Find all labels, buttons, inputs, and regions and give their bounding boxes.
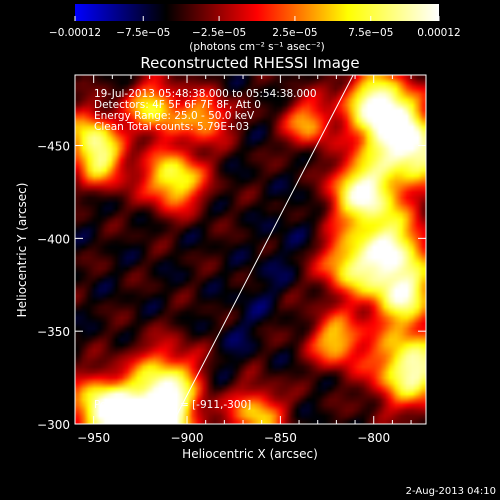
annotation-energy: Energy Range: 25.0 - 50.0 keV [94,110,255,122]
colorbar-unit-label: (photons cm⁻² s⁻¹ asec⁻²) [189,41,324,53]
x-tick-label: −900 [171,431,204,445]
colorbar-tick-label: 0.00012 [417,27,460,39]
chart-title: Reconstructed RHESSI Image [140,54,359,72]
y-tick-label: −350 [37,325,70,339]
colorbar-tick-label: −0.00012 [49,27,101,39]
solar-limb-line [171,75,354,424]
x-tick-label: −850 [264,431,297,445]
y-axis-label: Heliocentric Y (arcsec) [15,183,29,318]
peak-position-label: Position of Peak = [-911,-300] [94,399,251,411]
annotation-time: 19-Jul-2013 05:48:38.000 to 05:54:38.000 [94,88,317,100]
x-tick-label: −950 [77,431,110,445]
plot-area: −950 −900 −850 −800 −300 −350 −400 −450 [37,74,427,445]
colorbar: −0.00012 −7.5e−05 −2.5e−05 2.5e−05 7.5e−05 0.… [49,4,461,53]
colorbar-tick-label: 2.5e−05 [272,27,317,39]
annotation-block: 19-Jul-2013 05:48:38.000 to 05:54:38.000… [94,88,317,133]
annotation-detectors: Detectors: 4F 5F 6F 7F 8F, Att 0 [94,99,261,111]
axis-ticks: −950 −900 −850 −800 −300 −350 −400 −450 [37,75,426,445]
heatmap-image [75,75,426,424]
annotation-counts: Clean Total counts: 5.79E+03 [94,121,249,133]
y-tick-label: −300 [37,418,70,432]
colorbar-bar [75,4,439,21]
y-tick-label: −450 [37,140,70,154]
y-tick-label: −400 [37,232,70,246]
plot-frame [74,74,427,425]
colorbar-tick-label: 7.5e−05 [348,27,393,39]
x-tick-label: −800 [357,431,390,445]
colorbar-tick-label: −7.5e−05 [116,27,170,39]
colorbar-ticks: −0.00012 −7.5e−05 −2.5e−05 2.5e−05 7.5e−05 0.… [49,16,461,39]
footer-timestamp: 2-Aug-2013 04:10 [406,486,496,497]
colorbar-tick-label: −2.5e−05 [192,27,246,39]
x-axis-label: Heliocentric X (arcsec) [182,447,318,461]
